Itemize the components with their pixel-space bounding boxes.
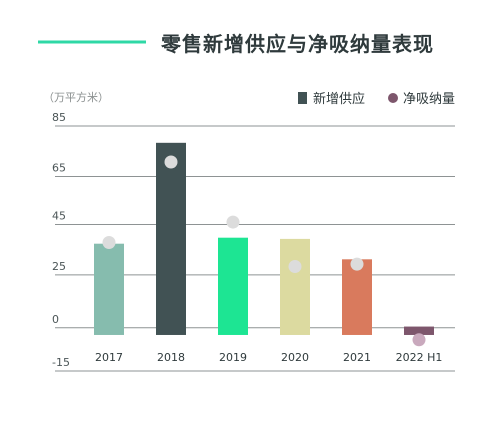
x-tick-label: 2021 — [343, 351, 371, 364]
x-tick-label: 2019 — [219, 351, 247, 364]
supply-bar — [342, 259, 372, 335]
y-axis-unit: （万平方米） — [43, 90, 109, 104]
y-axis-ticks: 85 65 45 25 0 -15 — [52, 111, 70, 369]
absorption-point — [288, 260, 302, 274]
y-tick-label: 25 — [52, 260, 66, 273]
absorption-point — [226, 215, 240, 229]
legend-label-supply: 新增供应 — [313, 91, 365, 107]
absorption-point — [350, 257, 364, 271]
x-tick-label: 2018 — [157, 351, 185, 364]
chart-title: 零售新增供应与净吸纳量表现 — [160, 32, 434, 56]
absorption-point — [102, 235, 116, 249]
y-tick-label: 65 — [52, 161, 66, 174]
supply-bar — [218, 237, 248, 335]
y-tick-label: 85 — [52, 111, 66, 124]
y-tick-label: -15 — [52, 356, 70, 369]
legend: 新增供应 净吸纳量 — [298, 91, 455, 107]
x-tick-label: 2022 H1 — [396, 351, 443, 364]
supply-bar — [404, 326, 434, 335]
bars — [94, 142, 434, 335]
supply-bar — [94, 243, 124, 335]
absorption-point — [412, 333, 426, 347]
y-tick-label: 45 — [52, 209, 66, 222]
y-tick-label: 0 — [52, 313, 59, 326]
legend-marker-supply — [298, 92, 307, 104]
net-absorption-points — [102, 155, 426, 347]
absorption-point — [164, 155, 178, 169]
supply-bar — [156, 142, 186, 335]
x-tick-label: 2017 — [95, 351, 123, 364]
legend-label-absorption: 净吸纳量 — [403, 92, 455, 107]
legend-marker-absorption — [388, 93, 398, 103]
x-axis-ticks: 2017 2018 2019 2020 2021 2022 H1 — [95, 351, 442, 364]
x-tick-label: 2020 — [281, 351, 309, 364]
supply-bar — [280, 238, 310, 335]
